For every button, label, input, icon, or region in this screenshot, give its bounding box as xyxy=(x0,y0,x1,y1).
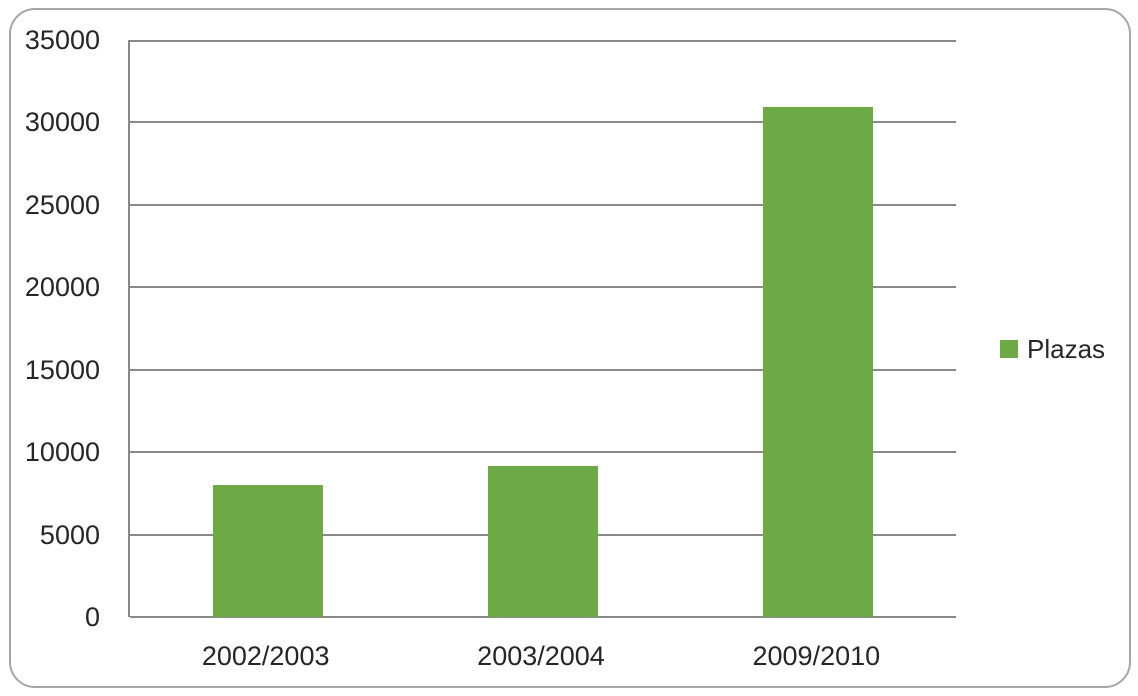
gridline-35000 xyxy=(130,40,956,42)
y-tick-label-30000: 30000 xyxy=(24,107,100,138)
gridline-30000 xyxy=(130,121,956,124)
plot-area xyxy=(128,40,956,618)
y-tick-label-15000: 15000 xyxy=(24,354,100,385)
y-tick-label-0: 0 xyxy=(84,602,100,632)
legend: Plazas xyxy=(1000,334,1105,364)
bar-2009-2010 xyxy=(763,106,874,617)
x-tick-label-2003-2004: 2003/2004 xyxy=(477,641,605,671)
legend-swatch-plazas xyxy=(1000,340,1018,358)
gridline-10000 xyxy=(130,451,956,454)
y-tick-label-35000: 35000 xyxy=(24,25,100,55)
gridline-20000 xyxy=(130,286,956,289)
gridline-25000 xyxy=(130,203,956,206)
y-tick-label-5000: 5000 xyxy=(39,519,100,550)
bar-2002-2003 xyxy=(212,485,323,617)
x-tick-label-2002-2003: 2002/2003 xyxy=(201,641,330,671)
chart-outer-border xyxy=(9,8,1131,688)
y-tick-label-25000: 25000 xyxy=(24,189,100,220)
bar-2003-2004 xyxy=(488,466,598,617)
x-tick-label-2009-2010: 2009/2010 xyxy=(752,641,881,671)
gridline-15000 xyxy=(130,368,956,371)
gridline-0 xyxy=(130,616,956,618)
y-tick-label-10000: 10000 xyxy=(24,437,100,468)
legend-label-plazas: Plazas xyxy=(1027,334,1106,364)
y-tick-label-20000: 20000 xyxy=(24,272,100,303)
